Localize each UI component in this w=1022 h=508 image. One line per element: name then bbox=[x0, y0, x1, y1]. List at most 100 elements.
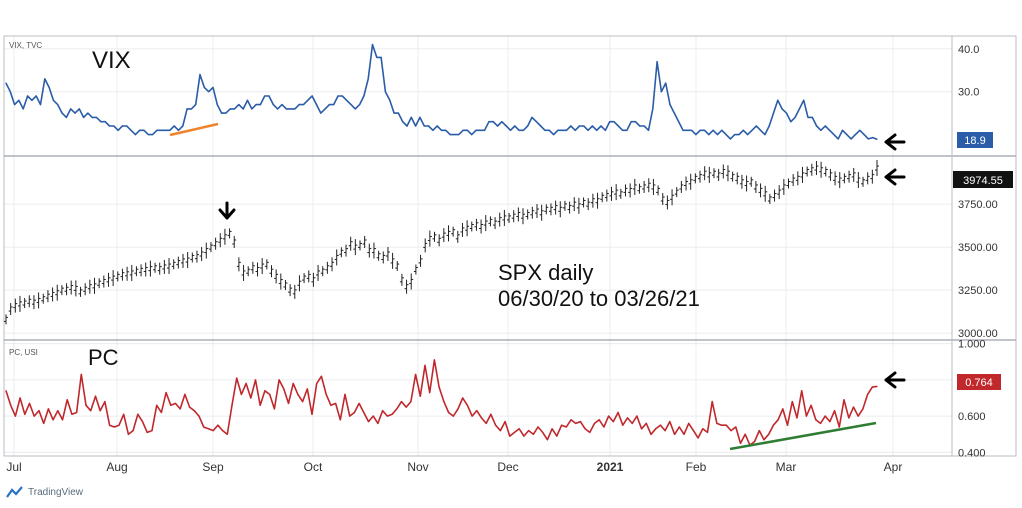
pc-point bbox=[14, 415, 17, 417]
vix-point bbox=[458, 133, 460, 136]
vix-point bbox=[445, 129, 447, 131]
spx-ohlc-bar bbox=[716, 168, 721, 181]
pc-point bbox=[857, 415, 859, 417]
pc-point bbox=[179, 408, 181, 410]
vix-point bbox=[333, 103, 335, 106]
pc-point bbox=[565, 426, 567, 428]
vix-point bbox=[872, 136, 874, 139]
pc-point bbox=[316, 382, 318, 385]
spx-ohlc-bar bbox=[139, 264, 144, 277]
spx-ohlc-bar bbox=[41, 293, 46, 304]
vix-point bbox=[850, 138, 852, 140]
vix-point bbox=[686, 129, 688, 131]
spx-ohlc-bar bbox=[525, 209, 530, 220]
spx-ohlc-bar bbox=[507, 212, 512, 223]
spx-series bbox=[4, 160, 879, 325]
spx-ohlc-bar bbox=[162, 259, 167, 274]
x-tick-label: Jul bbox=[6, 460, 21, 474]
spx-ohlc-bar bbox=[781, 178, 786, 195]
pc-point bbox=[226, 433, 228, 435]
vix-point bbox=[233, 108, 236, 110]
vix-point bbox=[130, 129, 132, 131]
vix-point bbox=[164, 129, 167, 131]
vix-point bbox=[48, 86, 50, 89]
pc-point bbox=[532, 433, 534, 435]
pc-point bbox=[692, 430, 694, 432]
pc-point bbox=[419, 395, 421, 397]
spx-ohlc-bar bbox=[292, 284, 297, 299]
vix-point bbox=[604, 129, 606, 131]
pc-point bbox=[579, 420, 581, 423]
pc-point bbox=[810, 404, 812, 406]
y-axis-ticks: 40.0 30.0 3750.00 3500.00 3250.00 3000.001.00… bbox=[958, 44, 998, 460]
spx-ohlc-bar bbox=[725, 165, 730, 182]
pc-point bbox=[509, 435, 511, 437]
pc-point bbox=[542, 431, 544, 434]
spx-ohlc-bar bbox=[176, 256, 181, 269]
pc-point bbox=[47, 408, 49, 410]
pc-point bbox=[551, 428, 553, 430]
vix-point bbox=[781, 108, 783, 110]
spx-ohlc-bar bbox=[791, 174, 796, 187]
pc-point bbox=[429, 391, 431, 394]
pc-point bbox=[852, 406, 855, 408]
spx-ohlc-bar bbox=[730, 171, 735, 182]
pc-point bbox=[306, 388, 308, 390]
vix-point bbox=[259, 103, 262, 106]
spx-ohlc-bar bbox=[264, 259, 269, 270]
spx-ohlc-bar bbox=[828, 168, 833, 181]
spx-ohlc-bar bbox=[460, 222, 465, 237]
spx-ohlc-bar bbox=[446, 225, 451, 242]
vix-point bbox=[695, 133, 697, 136]
spx-ohlc-bar bbox=[213, 237, 218, 250]
vix-point bbox=[272, 103, 274, 106]
y-tick-label: 3000.00 bbox=[958, 328, 998, 340]
pc-point bbox=[382, 410, 384, 412]
vix-point bbox=[678, 121, 680, 123]
vix-point bbox=[755, 125, 757, 127]
vix-point bbox=[837, 138, 839, 140]
vix-point bbox=[95, 116, 98, 119]
pc-point bbox=[645, 422, 647, 424]
vix-point bbox=[147, 133, 149, 136]
vix-point bbox=[690, 129, 693, 131]
spx-ohlc-bar bbox=[553, 200, 558, 215]
spx-ohlc-bar bbox=[320, 266, 325, 277]
vix-left-arrow-icon bbox=[884, 133, 906, 151]
vix-point bbox=[121, 125, 124, 127]
pc-point bbox=[815, 419, 817, 421]
vix-point bbox=[824, 125, 826, 127]
spx-ohlc-bar bbox=[125, 266, 130, 281]
pc-point bbox=[603, 426, 605, 428]
vix-point bbox=[216, 103, 218, 106]
vix-point bbox=[277, 108, 279, 110]
spx-ohlc-bar bbox=[777, 185, 782, 200]
pc-point bbox=[118, 424, 120, 426]
pc-point bbox=[801, 390, 803, 392]
vix-point bbox=[639, 125, 641, 127]
spx-ohlc-bar bbox=[814, 161, 819, 176]
vix-point bbox=[807, 116, 809, 119]
spx-ohlc-bar bbox=[199, 247, 204, 262]
spx-ohlc-bar bbox=[637, 183, 642, 194]
spx-ohlc-bar bbox=[73, 280, 78, 297]
vix-point bbox=[729, 138, 731, 140]
vix-point bbox=[143, 129, 145, 131]
spx-ohlc-bar bbox=[404, 279, 409, 294]
pc-point bbox=[43, 422, 45, 424]
pc-point bbox=[94, 395, 97, 397]
y-tick-label: 1.000 bbox=[958, 339, 986, 351]
vix-point bbox=[811, 116, 813, 119]
pc-point bbox=[655, 428, 657, 430]
spx-ohlc-bar bbox=[805, 166, 810, 177]
spx-ohlc-bar bbox=[572, 197, 577, 212]
vix-point bbox=[725, 133, 727, 136]
pc-point bbox=[278, 379, 280, 381]
vix-point bbox=[596, 129, 598, 131]
spx-ohlc-bar bbox=[376, 250, 381, 261]
spx-ohlc-bar bbox=[134, 266, 139, 277]
vix-point bbox=[583, 125, 585, 127]
vix-symbol-label: VIX, TVC bbox=[9, 41, 42, 50]
pc-point bbox=[791, 401, 793, 403]
spx-ohlc-bar bbox=[69, 280, 74, 295]
